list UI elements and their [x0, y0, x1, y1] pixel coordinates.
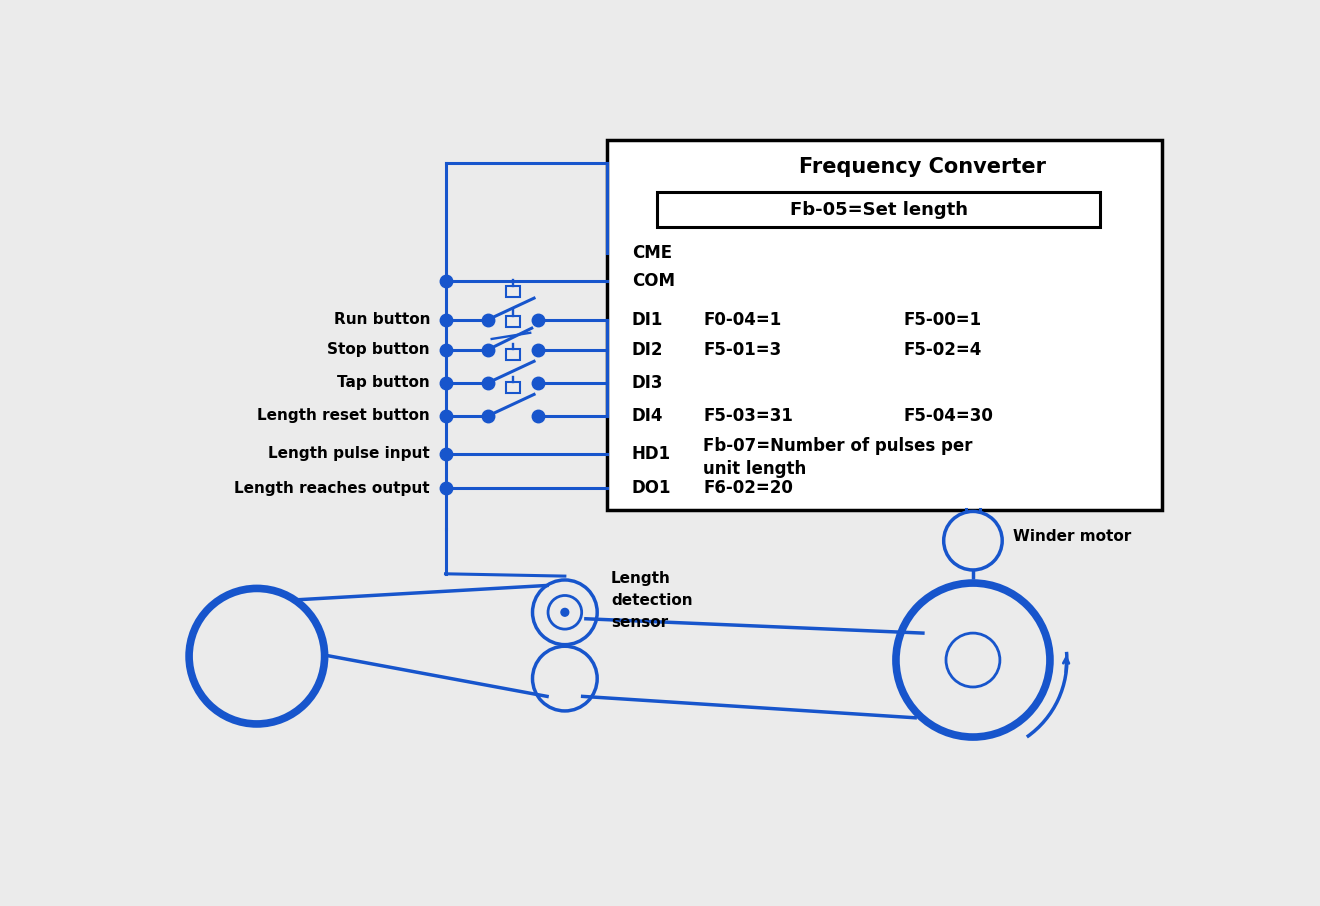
Circle shape	[561, 609, 569, 616]
Bar	[657, 192, 1100, 227]
Bar	[506, 382, 520, 393]
Text: Fb-05=Set length: Fb-05=Set length	[789, 200, 968, 218]
Bar	[607, 140, 1162, 510]
Text: Length reaches output: Length reaches output	[235, 481, 430, 496]
Text: F5-01=3: F5-01=3	[704, 341, 781, 359]
Text: Stop button: Stop button	[327, 342, 430, 357]
Text: F5-00=1: F5-00=1	[904, 311, 982, 329]
Text: DI4: DI4	[632, 407, 664, 425]
Text: DO1: DO1	[632, 479, 672, 497]
Text: Frequency Converter: Frequency Converter	[800, 158, 1047, 178]
Text: Length reset button: Length reset button	[257, 409, 430, 423]
Text: DI3: DI3	[632, 374, 664, 391]
Text: F6-02=20: F6-02=20	[704, 479, 793, 497]
Text: Tap button: Tap button	[338, 375, 430, 390]
Bar	[506, 285, 520, 296]
Text: Winder motor: Winder motor	[1012, 529, 1131, 545]
Text: DI2: DI2	[632, 341, 664, 359]
Bar	[506, 349, 520, 360]
Text: COM: COM	[632, 272, 675, 290]
Text: Run button: Run button	[334, 313, 430, 327]
Text: DI1: DI1	[632, 311, 663, 329]
Text: unit length: unit length	[704, 460, 807, 478]
Text: Length pulse input: Length pulse input	[268, 446, 430, 461]
Text: CME: CME	[632, 245, 672, 263]
Bar	[506, 316, 520, 327]
Text: F5-04=30: F5-04=30	[904, 407, 994, 425]
Text: Fb-07=Number of pulses per: Fb-07=Number of pulses per	[704, 437, 973, 455]
Text: F5-03=31: F5-03=31	[704, 407, 793, 425]
Text: F0-04=1: F0-04=1	[704, 311, 781, 329]
Text: Length
detection
sensor: Length detection sensor	[611, 571, 693, 631]
Text: F5-02=4: F5-02=4	[904, 341, 982, 359]
Text: HD1: HD1	[632, 445, 671, 463]
